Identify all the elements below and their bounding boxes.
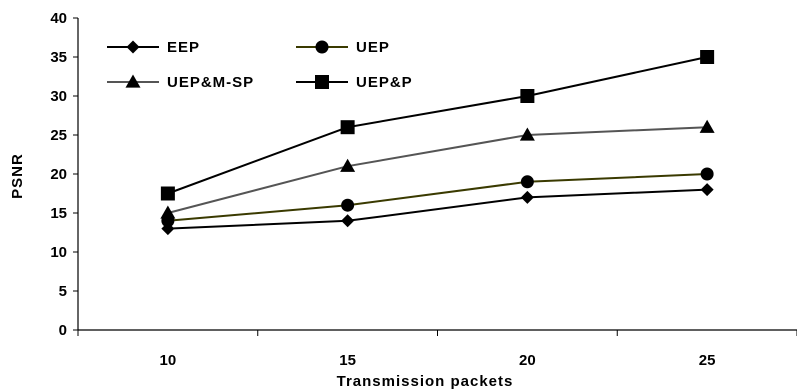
legend-label: UEP&P: [356, 74, 413, 91]
data-point: [160, 205, 176, 219]
data-point: [341, 198, 355, 212]
x-tick-label: 10: [160, 352, 177, 369]
data-point: [699, 119, 715, 133]
y-tick-label: 40: [50, 10, 67, 27]
legend: EEP UEP UEP&M-SP UEP&P: [107, 39, 413, 91]
series-uep: [161, 167, 714, 228]
y-tick-label: 30: [50, 88, 67, 105]
data-point: [520, 175, 534, 189]
x-tick-label: 20: [519, 352, 536, 369]
x-tick-label: 25: [699, 352, 716, 369]
y-axis-ticks: 0 5 10 15 20 25 30 35 40: [50, 10, 78, 339]
series-line: [167, 56, 708, 195]
data-point: [340, 120, 355, 135]
series-layer: [160, 50, 715, 236]
legend-marker: [126, 40, 140, 54]
legend-marker: [315, 40, 329, 54]
y-tick-label: 35: [50, 49, 67, 66]
x-axis-title: Transmission packets: [337, 373, 514, 389]
series-line: [167, 126, 708, 214]
data-point: [160, 186, 175, 201]
y-tick-label: 5: [59, 283, 67, 300]
y-tick-label: 15: [50, 205, 67, 222]
legend-marker: [315, 75, 329, 89]
y-tick-label: 10: [50, 244, 67, 261]
series-line: [167, 188, 708, 230]
data-point: [520, 89, 535, 103]
legend-item: EEP: [107, 39, 200, 56]
data-point: [341, 214, 355, 228]
data-point: [700, 183, 714, 197]
y-axis-title: PSNR: [9, 153, 26, 199]
y-tick-label: 20: [50, 166, 67, 183]
x-tick-label: 15: [339, 352, 356, 369]
y-tick-label: 25: [50, 127, 67, 144]
data-point: [340, 158, 356, 172]
legend-marker: [125, 74, 141, 88]
legend-item: UEP&P: [296, 74, 413, 91]
data-point: [700, 167, 714, 181]
legend-item: UEP&M-SP: [107, 74, 254, 91]
data-point: [520, 190, 534, 204]
legend-label: EEP: [167, 39, 200, 56]
series-line: [167, 173, 708, 222]
series-uep-p: [160, 50, 715, 201]
legend-label: UEP: [356, 39, 390, 56]
legend-item: UEP: [296, 39, 390, 56]
legend-label: UEP&M-SP: [167, 74, 254, 91]
data-point: [519, 127, 535, 141]
data-point: [700, 50, 715, 64]
y-tick-label: 0: [59, 322, 67, 339]
series-eep: [161, 183, 714, 236]
x-axis-ticks: 10 15 20 25: [77, 330, 797, 369]
series-uep-m-sp: [160, 119, 715, 219]
